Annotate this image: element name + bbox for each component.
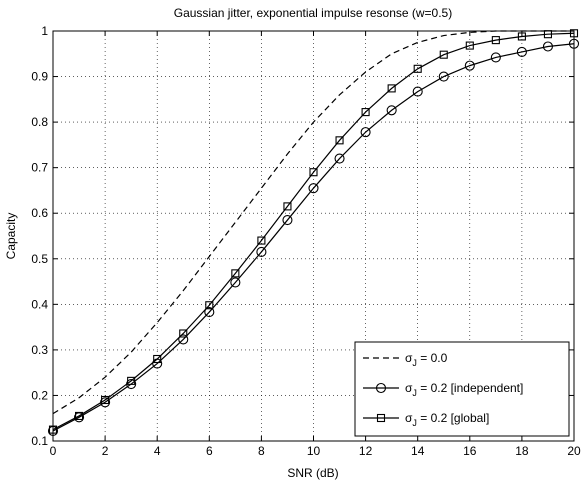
x-tick-label: 12 bbox=[359, 444, 373, 458]
series-1-point-marker bbox=[230, 277, 241, 288]
series-1-point-marker bbox=[282, 215, 293, 226]
series-line-1 bbox=[52, 43, 575, 432]
series-1-point-marker bbox=[412, 86, 423, 97]
x-tick-label: 6 bbox=[206, 444, 213, 458]
y-tick-label: 0.6 bbox=[31, 206, 48, 220]
chart-title: Gaussian jitter, exponential impulse res… bbox=[174, 6, 452, 20]
y-tick-label: 1 bbox=[41, 24, 48, 38]
y-tick-label: 0.2 bbox=[31, 388, 48, 402]
series-2-point-marker bbox=[335, 136, 344, 145]
x-tick-label: 2 bbox=[102, 444, 109, 458]
series-2-point-marker bbox=[387, 84, 396, 93]
y-tick-label: 0.5 bbox=[31, 252, 48, 266]
series-1-point-marker bbox=[386, 105, 397, 116]
y-tick-label: 0.9 bbox=[31, 70, 48, 84]
series-2-point-marker bbox=[75, 411, 84, 420]
x-tick-label: 8 bbox=[258, 444, 265, 458]
series-2-point-marker bbox=[127, 376, 136, 385]
y-axis-label: Capacity bbox=[4, 213, 18, 260]
legend-box bbox=[354, 341, 570, 437]
series-2-point-marker bbox=[101, 395, 110, 405]
x-axis-label: SNR (dB) bbox=[287, 466, 338, 480]
series-2-point-marker bbox=[153, 354, 162, 364]
series-1-point-marker bbox=[256, 246, 267, 257]
legend-sigma: σ bbox=[405, 411, 413, 425]
series-1-point-marker bbox=[438, 71, 449, 82]
x-tick-label: 20 bbox=[567, 444, 581, 458]
series-1-point-marker bbox=[334, 153, 345, 164]
y-tick-label: 0.1 bbox=[31, 434, 48, 448]
y-tick-label: 0.3 bbox=[31, 343, 48, 357]
series-1-point-marker bbox=[178, 334, 189, 345]
series-2-point-marker bbox=[361, 108, 370, 117]
legend: σJ = 0.0σJ = 0.2 [independent]σJ = 0.2 [… bbox=[354, 341, 570, 437]
x-tick-label: 18 bbox=[515, 444, 529, 458]
y-tick-label: 0.4 bbox=[31, 297, 48, 311]
series-2-point-marker bbox=[179, 329, 188, 338]
legend-sigma: σ bbox=[405, 381, 413, 395]
series-2-point-marker bbox=[465, 41, 474, 50]
legend-entry-0: σJ = 0.0 bbox=[405, 351, 448, 368]
legend-label: = 0.0 bbox=[417, 351, 448, 365]
legend-sigma: σ bbox=[405, 351, 413, 365]
legend-subscript: J bbox=[412, 358, 417, 368]
series-1-point-marker bbox=[308, 183, 319, 194]
legend-entry-2: σJ = 0.2 [global] bbox=[405, 411, 489, 428]
series-2-point-marker bbox=[439, 50, 448, 59]
legend-label: = 0.2 [independent] bbox=[417, 381, 523, 395]
series-2-point-marker bbox=[491, 36, 500, 45]
x-tick-label: 16 bbox=[463, 444, 477, 458]
series-1-point-marker bbox=[204, 307, 215, 318]
series-1-point-marker bbox=[542, 41, 554, 52]
legend-marker-1 bbox=[375, 382, 387, 394]
x-tick-label: 14 bbox=[411, 444, 425, 458]
series-2-point-marker bbox=[413, 64, 422, 73]
series-line-0 bbox=[52, 30, 574, 415]
labels-layer: Gaussian jitter, exponential impulse res… bbox=[4, 6, 452, 480]
legend-subscript: J bbox=[412, 388, 417, 398]
series-1-point-marker bbox=[464, 60, 475, 71]
series-2-point-marker bbox=[231, 269, 240, 278]
x-tick-label: 10 bbox=[307, 444, 321, 458]
series-1-point-marker bbox=[360, 127, 371, 138]
series-2-point-marker bbox=[205, 301, 214, 310]
series-1-point-marker bbox=[490, 52, 501, 63]
legend-entry-1: σJ = 0.2 [independent] bbox=[405, 381, 523, 398]
series-2-point-marker bbox=[283, 202, 292, 211]
legend-label: = 0.2 [global] bbox=[417, 411, 489, 425]
legend-marker-2 bbox=[376, 413, 386, 423]
series-line-2 bbox=[52, 32, 575, 431]
series-2-point-marker bbox=[257, 236, 266, 245]
x-tick-label: 0 bbox=[50, 444, 57, 458]
series-2-point-marker bbox=[309, 168, 318, 177]
ticks-layer: 0 2 4 6 8 10 12 14 16 18 20 0.1 0.2 0.3 0.4 0.5 0.6 0.7 0.… bbox=[31, 24, 581, 458]
y-tick-label: 0.7 bbox=[31, 161, 48, 175]
grid-layer bbox=[53, 31, 574, 441]
y-tick-label: 0.8 bbox=[31, 115, 48, 129]
legend-subscript: J bbox=[412, 418, 417, 428]
x-tick-label: 4 bbox=[154, 444, 161, 458]
series-1-point-marker bbox=[516, 46, 527, 58]
